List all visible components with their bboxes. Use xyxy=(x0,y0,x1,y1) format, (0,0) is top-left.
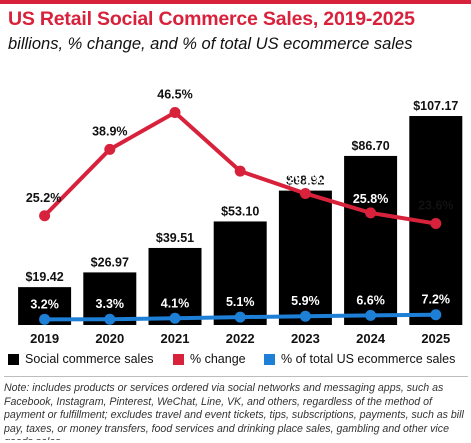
footnote: Note: includes products or services orde… xyxy=(4,382,464,440)
legend-label-share: % of total US ecommerce sales xyxy=(281,352,456,366)
change-label-2025: 23.6% xyxy=(418,199,453,213)
divider xyxy=(4,376,468,377)
chart-subtitle: billions, % change, and % of total US ec… xyxy=(8,35,413,53)
share-label-2023: 5.9% xyxy=(291,294,320,308)
x-tick-2025: 2025 xyxy=(421,331,450,346)
bar-2023 xyxy=(278,190,332,325)
legend-swatch-change xyxy=(173,353,184,365)
x-tick-2023: 2023 xyxy=(291,331,320,346)
chart-canvas: $19.42 $26.97 $39.51 $53.10 $68.92 $86.70 $107… xyxy=(18,87,463,346)
legend-label-change: % change xyxy=(190,352,246,366)
change-point-2023 xyxy=(299,187,311,199)
top-accent-bar xyxy=(0,0,471,4)
legend-item-sales: Social commerce sales xyxy=(8,352,154,366)
share-point-2021 xyxy=(169,312,181,324)
change-label-2024: 25.8% xyxy=(353,192,388,206)
x-tick-2020: 2020 xyxy=(95,331,124,346)
share-point-2020 xyxy=(104,313,116,325)
bar-value-label-2024: $86.70 xyxy=(351,139,389,153)
bar-value-label-2020: $26.97 xyxy=(91,255,129,269)
change-label-2019: 25.2% xyxy=(26,191,61,205)
change-point-2024 xyxy=(365,207,377,219)
bar-2021 xyxy=(148,247,202,325)
change-label-2021: 46.5% xyxy=(157,87,192,101)
share-label-2025: 7.2% xyxy=(422,293,451,307)
share-label-2021: 4.1% xyxy=(161,296,190,310)
change-point-2019 xyxy=(39,210,51,222)
legend-swatch-share xyxy=(264,353,275,365)
change-point-2022 xyxy=(234,165,246,177)
share-point-2024 xyxy=(365,309,377,321)
legend-label-sales: Social commerce sales xyxy=(25,352,154,366)
bar-value-label-2023: $68.92 xyxy=(286,174,324,188)
x-tick-2019: 2019 xyxy=(30,331,59,346)
legend-swatch-sales xyxy=(8,353,19,365)
bar-2022 xyxy=(213,221,267,325)
bar-2024 xyxy=(344,155,398,325)
bar-value-label-2025: $107.17 xyxy=(413,99,458,113)
share-label-2020: 3.3% xyxy=(96,297,125,311)
share-label-2022: 5.1% xyxy=(226,295,255,309)
bar-value-label-2019: $19.42 xyxy=(25,270,63,284)
share-point-2022 xyxy=(234,311,246,323)
share-label-2024: 6.6% xyxy=(356,293,385,307)
chart-title: US Retail Social Commerce Sales, 2019-20… xyxy=(8,8,415,30)
share-point-2025 xyxy=(430,309,442,321)
x-tick-2022: 2022 xyxy=(226,331,255,346)
x-tick-2021: 2021 xyxy=(161,331,190,346)
share-label-2019: 3.2% xyxy=(30,297,59,311)
change-point-2020 xyxy=(104,143,116,155)
change-label-2022: 34.4% xyxy=(222,182,257,196)
share-point-2023 xyxy=(299,310,311,322)
legend-item-change: % change xyxy=(173,352,246,366)
x-tick-2024: 2024 xyxy=(356,331,386,346)
bar-value-label-2021: $39.51 xyxy=(156,231,194,245)
bar-value-label-2022: $53.10 xyxy=(221,204,259,218)
change-label-2023: 29.8% xyxy=(288,172,323,186)
share-point-2019 xyxy=(39,313,51,325)
change-point-2025 xyxy=(430,218,442,230)
legend: Social commerce sales % change % of tota… xyxy=(8,352,468,370)
change-label-2020: 38.9% xyxy=(92,124,127,138)
legend-item-share: % of total US ecommerce sales xyxy=(264,352,455,366)
change-point-2021 xyxy=(169,106,181,118)
